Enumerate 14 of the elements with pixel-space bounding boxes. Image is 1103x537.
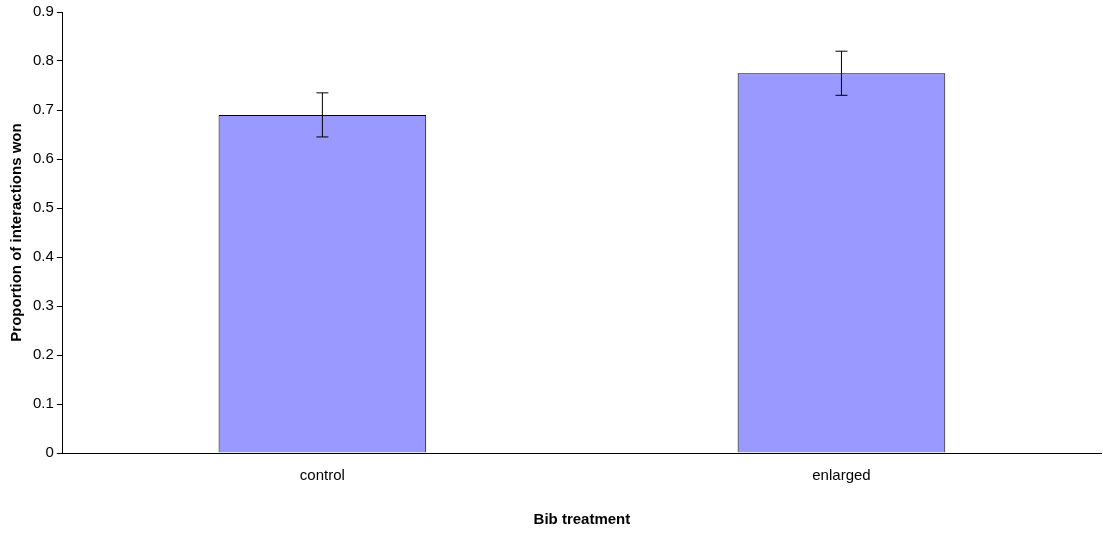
y-tick-label: 0.7 [32,100,54,118]
x-tick-label: control [299,466,345,484]
y-tick-label: 0.8 [32,51,54,69]
y-tick-label: 0.4 [32,247,54,265]
y-tick-label: 0.1 [32,394,54,412]
y-tick-label: 0.3 [32,296,54,314]
y-tick-label: 0 [45,443,54,461]
y-tick-label: 0.5 [32,198,54,216]
y-tick-label: 0.2 [32,345,54,363]
x-axis-title: Bib treatment [533,510,631,528]
y-axis-title: Proportion of interactions won [7,123,25,342]
y-tick-label: 0.9 [32,2,54,20]
x-tick-label: enlarged [812,466,871,484]
y-tick-label: 0.6 [32,149,54,167]
